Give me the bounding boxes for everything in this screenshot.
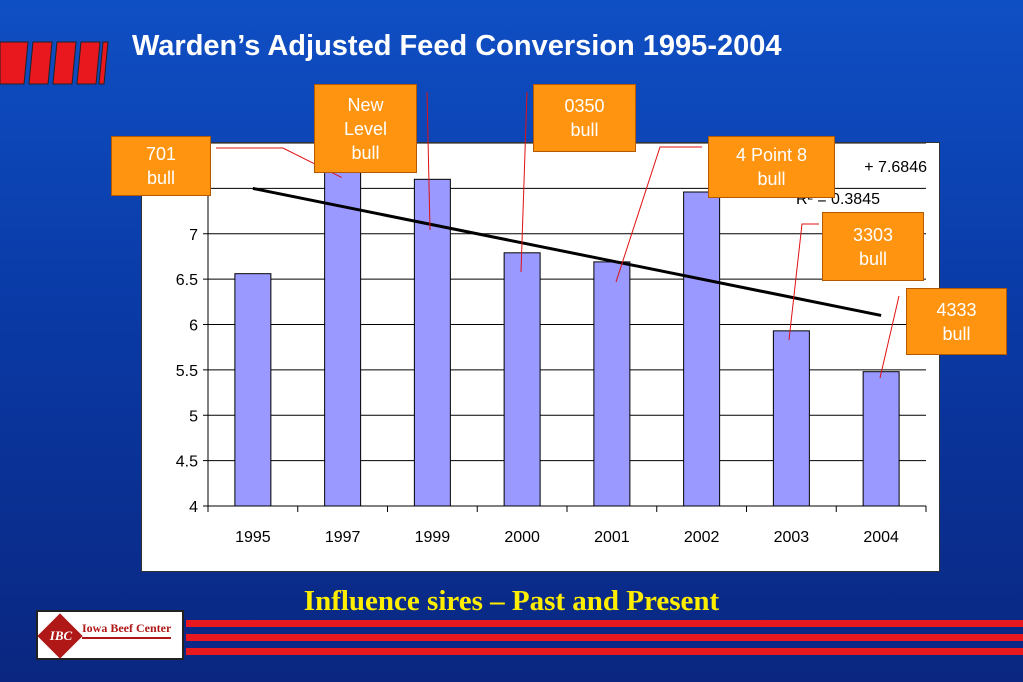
x-tick-label: 2001 [594, 529, 630, 546]
x-tick-label: 2004 [863, 529, 899, 546]
x-tick-label: 2002 [684, 529, 720, 546]
callout-new-level-bull: New Level bull [314, 84, 417, 173]
bar-1995 [234, 273, 272, 507]
trendline [252, 186, 882, 317]
bar-2004 [862, 371, 900, 507]
logo-name: Iowa Beef Center [82, 621, 172, 639]
subtitle: Influence sires – Past and Present [303, 585, 720, 617]
bar-2000 [503, 252, 541, 507]
callout-text: bull [351, 142, 380, 163]
callout-0350-bull: 0350 bull [533, 84, 636, 152]
y-tick-label: 5.5 [176, 363, 198, 380]
callout-text: 3303 [852, 224, 894, 245]
page-title: Warden’s Adjusted Feed Conversion 1995-2… [132, 30, 782, 62]
callout-701-bull: 701 bull [111, 136, 211, 196]
callout-4333-bull: 4333 bull [906, 288, 1007, 355]
callout-text: 701 [145, 144, 177, 164]
callout-text: bull [757, 169, 786, 189]
logo-abbr: IBC [49, 628, 73, 643]
callout-text: 4 Point 8 [735, 145, 808, 165]
callout-4-point-8-bull: 4 Point 8 bull [708, 136, 835, 198]
x-tick-label: 2000 [504, 529, 540, 546]
y-tick-label: 6.5 [176, 272, 198, 289]
y-tick-label: 4.5 [176, 454, 198, 471]
bar-2003 [772, 330, 810, 507]
callout-text: New [347, 94, 384, 115]
bar-2001 [593, 261, 631, 507]
bottom-stripes [186, 620, 1023, 656]
y-tick-label: 6 [189, 318, 198, 335]
bar-2002 [683, 191, 721, 507]
callout-text: bull [570, 120, 599, 140]
bar-1997 [324, 167, 362, 507]
bar-1999 [413, 178, 451, 507]
trendline-equation: + 7.6846 [864, 159, 927, 176]
callout-3303-bull: 3303 bull [822, 212, 924, 281]
red-stripes-logo [0, 41, 109, 85]
callout-text: bull [146, 168, 176, 188]
chart-panel: 44.555.566.577.5199519971999200020012002… [141, 142, 940, 572]
x-tick-label: 2003 [774, 529, 810, 546]
y-tick-label: 4 [189, 499, 198, 516]
bar-chart: 44.555.566.577.5199519971999200020012002… [176, 143, 927, 546]
iowa-beef-center-logo: IBC Iowa Beef Center [36, 610, 184, 660]
y-tick-label: 7 [189, 227, 198, 244]
callout-text: 4333 [936, 299, 977, 320]
x-tick-label: 1999 [415, 529, 451, 546]
callout-text: bull [942, 323, 971, 344]
callout-text: 0350 [564, 96, 605, 116]
x-tick-label: 1995 [235, 529, 271, 546]
callout-text: bull [858, 248, 888, 269]
x-tick-label: 1997 [325, 529, 361, 546]
y-tick-label: 5 [189, 408, 198, 425]
callout-text: Level [343, 118, 388, 139]
